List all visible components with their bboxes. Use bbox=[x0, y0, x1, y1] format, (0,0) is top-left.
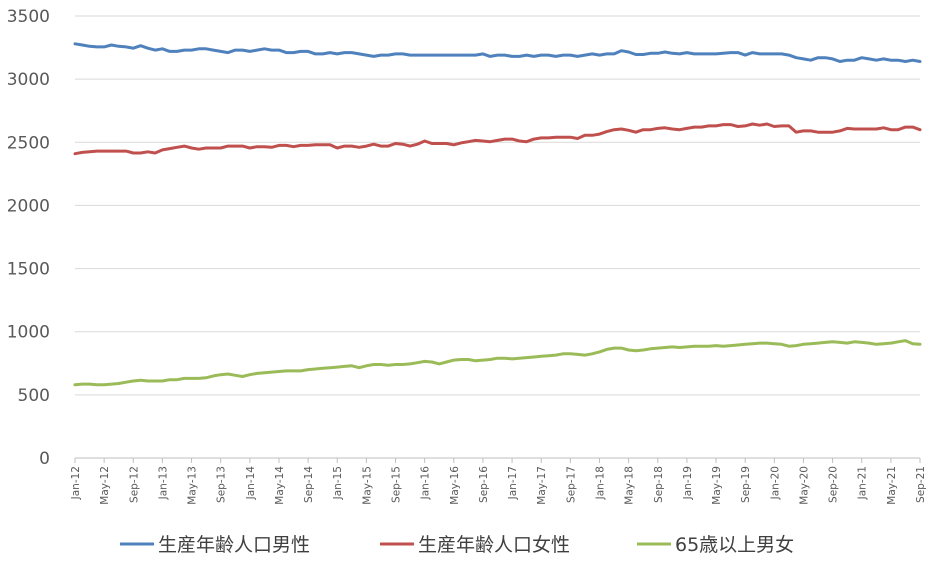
x-tick-label: Sep-21 bbox=[915, 466, 927, 503]
x-tick-label: Jan-14 bbox=[245, 466, 257, 501]
x-tick-label: Jan-16 bbox=[420, 466, 432, 501]
x-tick-label: Jan-13 bbox=[157, 466, 169, 500]
series-line-1 bbox=[73, 42, 922, 63]
x-tick-label: Sep-13 bbox=[216, 466, 228, 503]
series-line-2 bbox=[73, 122, 922, 156]
x-tick-label: Sep-17 bbox=[565, 466, 577, 503]
x-tick-label: Jan-20 bbox=[769, 466, 781, 500]
x-tick-label: May-12 bbox=[99, 466, 111, 505]
x-tick-label: May-14 bbox=[274, 466, 286, 505]
x-tick-label: Jan-21 bbox=[857, 466, 869, 500]
x-tick-label: Jan-15 bbox=[332, 466, 344, 500]
x-tick-label: May-17 bbox=[536, 466, 548, 505]
legend: 生産年齢人口男性 生産年齢人口女性 65歳以上男女 bbox=[120, 534, 794, 556]
x-tick-label: May-20 bbox=[798, 466, 810, 505]
x-tick-label: Sep-19 bbox=[740, 466, 752, 503]
x-tick-label: Sep-20 bbox=[828, 466, 840, 503]
x-tick-label: May-15 bbox=[361, 466, 373, 505]
y-tick-label: 500 bbox=[18, 386, 50, 406]
y-tick-label: 0 bbox=[39, 449, 50, 469]
x-tick-label: Jan-19 bbox=[682, 466, 694, 500]
x-tick-label: Jan-17 bbox=[507, 466, 519, 500]
axes: 0 500 1000 1500 2000 2500 3000 3500 Jan-12 May-12… bbox=[7, 7, 927, 505]
gridlines bbox=[75, 15, 920, 396]
x-tick-label: May-21 bbox=[886, 466, 898, 505]
x-tick-label: Sep-16 bbox=[478, 466, 490, 503]
legend-label-3: 65歳以上男女 bbox=[675, 534, 794, 556]
x-tick-label: May-18 bbox=[624, 466, 636, 505]
y-tick-label: 1500 bbox=[7, 260, 50, 280]
series-line-3 bbox=[73, 339, 922, 387]
series-lines bbox=[73, 42, 922, 387]
x-tick-label: May-19 bbox=[711, 466, 723, 505]
x-tick-label: May-13 bbox=[187, 466, 199, 505]
y-tick-label: 1000 bbox=[7, 323, 50, 343]
y-tick-label: 3000 bbox=[7, 70, 50, 90]
x-tick-label: Sep-12 bbox=[128, 466, 140, 503]
y-tick-label: 3500 bbox=[7, 7, 50, 27]
legend-label-2: 生産年齢人口女性 bbox=[418, 534, 570, 556]
y-tick-label: 2500 bbox=[7, 133, 50, 153]
x-tick-label: Sep-14 bbox=[303, 466, 315, 503]
x-tick-label: May-16 bbox=[449, 466, 461, 505]
legend-label-1: 生産年齢人口男性 bbox=[158, 534, 310, 556]
y-tick-label: 2000 bbox=[7, 196, 50, 216]
x-tick-label: Jan-12 bbox=[70, 466, 82, 500]
x-tick-label: Sep-18 bbox=[653, 466, 665, 503]
x-tick-label: Jan-18 bbox=[594, 466, 606, 500]
x-tick-label: Sep-15 bbox=[391, 466, 403, 503]
